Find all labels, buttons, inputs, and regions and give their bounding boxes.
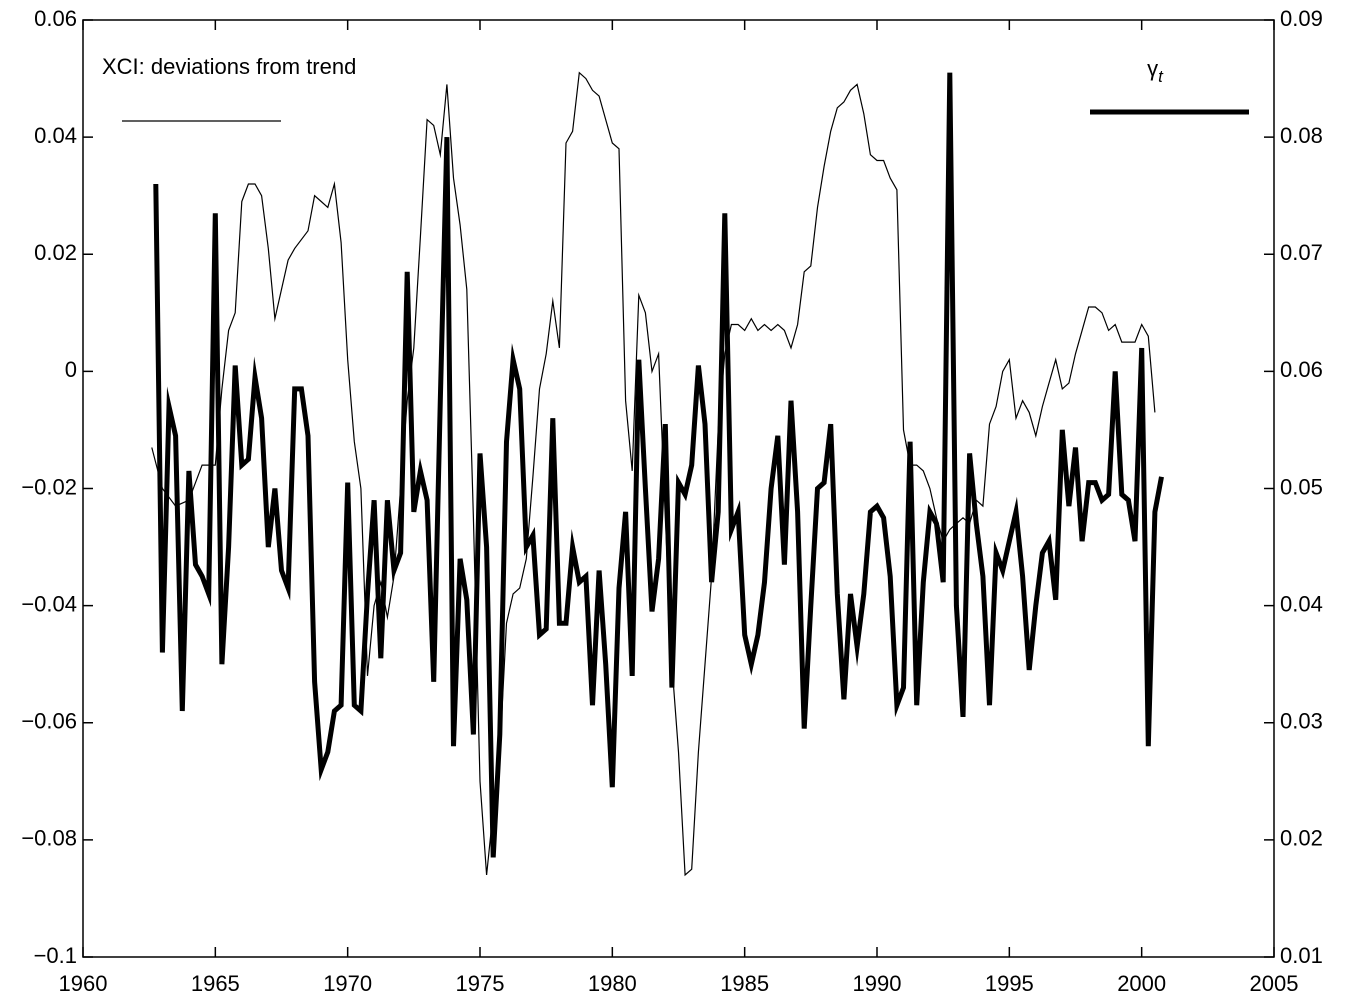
x-tick-label: 1965 bbox=[191, 971, 240, 996]
y-tick-label: 0.06 bbox=[34, 6, 77, 31]
y2-tick-label: 0.09 bbox=[1280, 6, 1323, 31]
y2-tick-label: 0.07 bbox=[1280, 240, 1323, 265]
x-tick-label: 1960 bbox=[59, 971, 108, 996]
y2-tick-label: 0.08 bbox=[1280, 123, 1323, 148]
legend-label: γt bbox=[1147, 56, 1164, 87]
y2-tick-label: 0.03 bbox=[1280, 709, 1323, 734]
y2-tick-label: 0.01 bbox=[1280, 943, 1323, 968]
series-line bbox=[151, 71, 1156, 877]
x-tick-label: 1995 bbox=[985, 971, 1034, 996]
x-tick-label: 1985 bbox=[720, 971, 769, 996]
y-tick-label: −0.08 bbox=[21, 826, 77, 851]
y-tick-label: 0.02 bbox=[34, 240, 77, 265]
x-tick-label: 2005 bbox=[1250, 971, 1299, 996]
y-tick-label: −0.06 bbox=[21, 709, 77, 734]
legend-label: XCI: deviations from trend bbox=[102, 54, 356, 79]
x-tick-label: 1975 bbox=[456, 971, 505, 996]
y-tick-label: −0.04 bbox=[21, 591, 77, 616]
x-tick-label: 2000 bbox=[1117, 971, 1166, 996]
x-tick-label: 1970 bbox=[323, 971, 372, 996]
series-line bbox=[153, 72, 1164, 858]
legend-label-main: γ bbox=[1147, 56, 1158, 81]
x-tick-label: 1980 bbox=[588, 971, 637, 996]
y2-tick-label: 0.04 bbox=[1280, 591, 1323, 616]
y-tick-label: −0.1 bbox=[34, 943, 77, 968]
y-tick-label: −0.02 bbox=[21, 474, 77, 499]
legend-label-sub: t bbox=[1158, 67, 1164, 86]
y-tick-label: 0 bbox=[65, 357, 77, 382]
x-tick-label: 1990 bbox=[853, 971, 902, 996]
y-tick-label: 0.04 bbox=[34, 123, 77, 148]
y2-tick-label: 0.02 bbox=[1280, 826, 1323, 851]
y2-tick-label: 0.06 bbox=[1280, 357, 1323, 382]
y2-tick-label: 0.05 bbox=[1280, 474, 1323, 499]
